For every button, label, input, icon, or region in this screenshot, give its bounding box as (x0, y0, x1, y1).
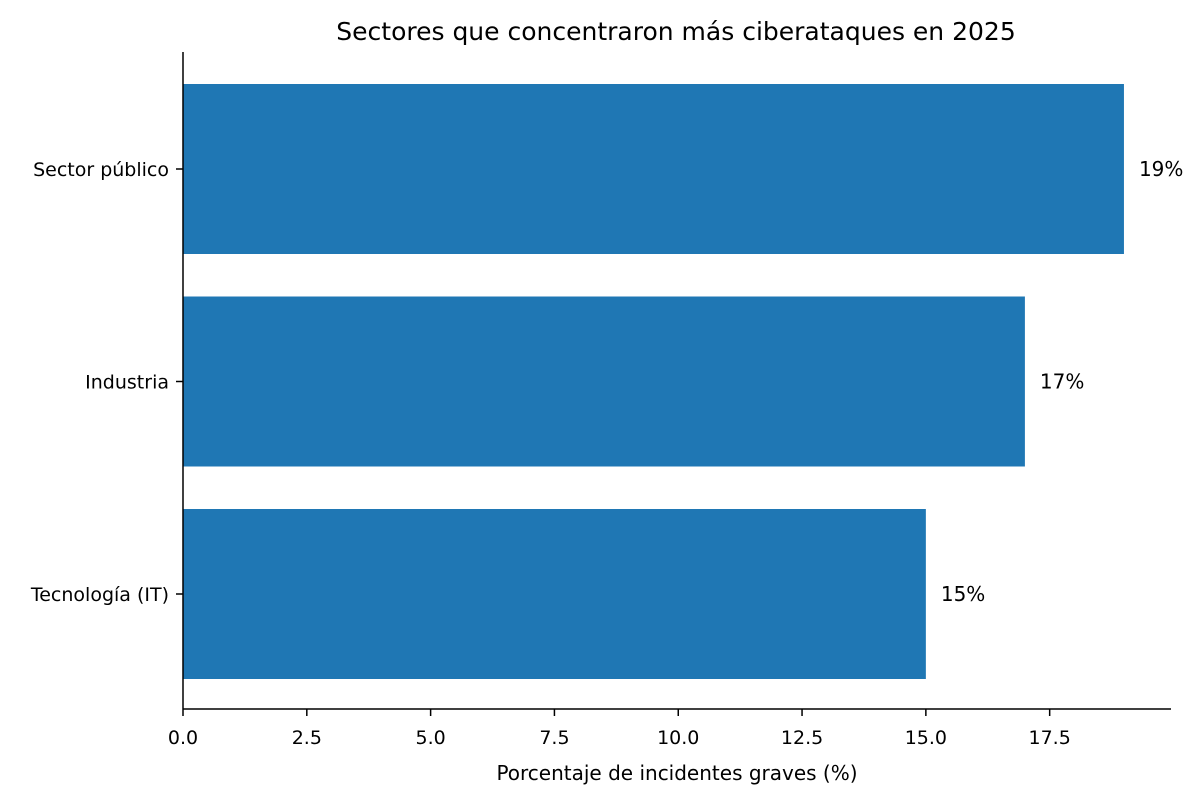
chart-title: Sectores que concentraron más ciberataqu… (336, 17, 1015, 46)
x-tick-label: 0.0 (168, 727, 198, 749)
y-tick-label-sector-publico: Sector público (33, 159, 169, 181)
data-label-sector-publico: 19% (1139, 157, 1183, 181)
x-tick-label: 10.0 (657, 727, 699, 749)
bar-tecnologia-it (183, 509, 926, 679)
y-tick-label-industria: Industria (85, 372, 169, 394)
data-label-tecnologia-it: 15% (941, 582, 985, 606)
x-tick-label: 12.5 (781, 727, 823, 749)
x-axis-title: Porcentaje de incidentes graves (%) (496, 761, 857, 785)
x-tick-label: 2.5 (292, 727, 322, 749)
y-tick-label-tecnologia-it: Tecnología (IT) (30, 584, 169, 606)
data-labels-layer: 19% 17% 15% (941, 157, 1184, 606)
y-axis-ticks: Sector público Industria Tecnología (IT) (30, 159, 183, 606)
bars-layer (183, 84, 1124, 679)
bar-industria (183, 296, 1025, 467)
x-tick-label: 5.0 (416, 727, 446, 749)
bar-sector-publico (183, 84, 1124, 254)
x-tick-label: 15.0 (905, 727, 947, 749)
x-tick-label: 17.5 (1029, 727, 1071, 749)
x-tick-label: 7.5 (539, 727, 569, 749)
x-axis-ticks: 0.0 2.5 5.0 7.5 10.0 12.5 15.0 17.5 (168, 709, 1071, 749)
data-label-industria: 17% (1040, 370, 1084, 394)
